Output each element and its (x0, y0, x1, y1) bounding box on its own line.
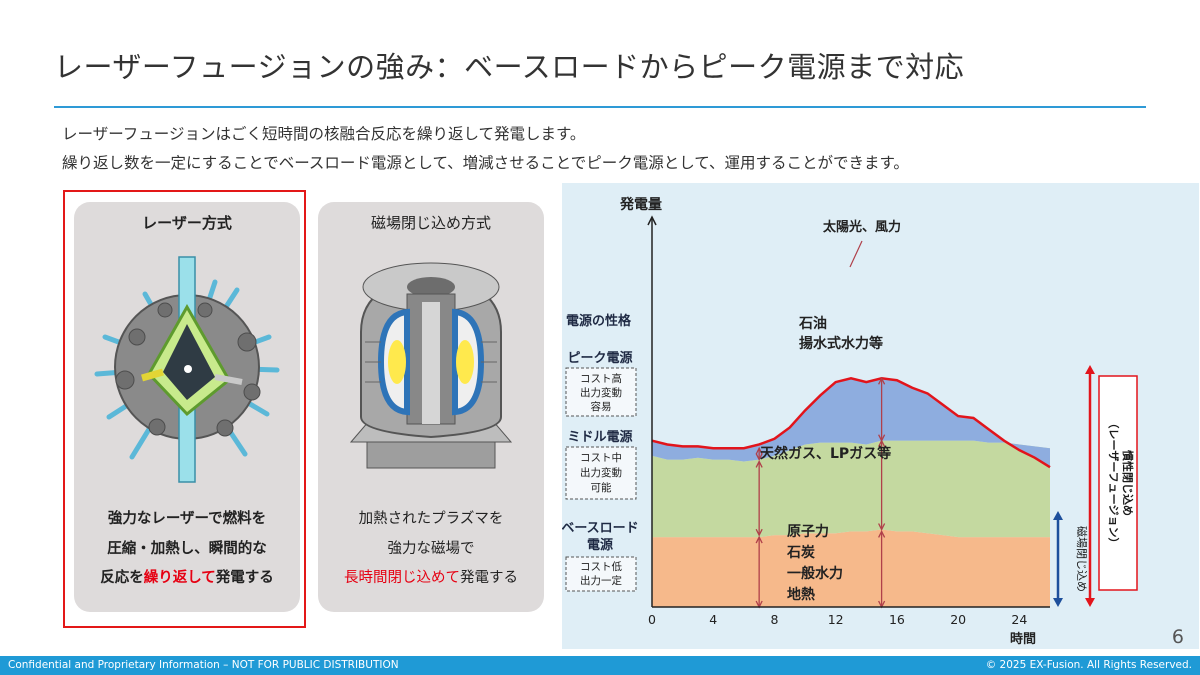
peak-span-arrow-7-head-bottom (755, 453, 763, 462)
middle-source-trait: 可能 (591, 481, 612, 494)
power-nature-header: 電源の性格 (566, 313, 632, 329)
laser-method-heading: レーザー方式 (142, 214, 232, 232)
middle-span-arrow-15-head-bottom (878, 523, 886, 531)
inertial-range-label: 慣性閉じ込め (1121, 449, 1135, 516)
base-source-label: 電源 (587, 537, 613, 553)
base-span-arrow-7-head-top (755, 535, 763, 544)
x-tick-label: 12 (828, 612, 844, 627)
base-source-trait: 出力一定 (580, 574, 622, 587)
middle-source-trait: コスト中 (580, 451, 622, 464)
base-source-trait: コスト低 (580, 560, 622, 573)
laser-method-description: 強力なレーザーで燃料を 圧縮・加熱し、瞬間的な 反応を繰り返して発電する (74, 505, 300, 594)
x-tick-label: 20 (950, 612, 966, 627)
middle-span-arrow-7-head-bottom (755, 528, 763, 537)
magnetic-range-arrow-head-bottom (1053, 598, 1063, 607)
laser-reactor-illustration (94, 256, 280, 483)
peak-series-label: 揚水式水力等 (799, 335, 883, 352)
inertial-range-arrow-head-bottom (1085, 598, 1095, 607)
footer-copyright: © 2025 EX-Fusion. All Rights Reserved. (985, 659, 1192, 671)
y-axis-arrowhead (647, 215, 657, 226)
base-series-label: 石炭 (786, 544, 815, 561)
middle-load-area (652, 440, 1050, 538)
laser-method-card: レーザー方式 強力なレーザーで燃料を 圧縮・加熱し、瞬間的な 反応を繰り返して発… (74, 202, 300, 612)
middle-source-label: ミドル電源 (567, 429, 632, 445)
middle-span-arrow-7-head-top (755, 460, 763, 468)
middle-source-trait: 出力変動 (580, 466, 622, 479)
base-series-label: 原子力 (787, 523, 829, 540)
footer-confidential: Confidential and Proprietary Information… (8, 659, 399, 671)
middle-series-label: 天然ガス、LPガス等 (760, 445, 891, 462)
peak-series-label: 石油 (798, 315, 827, 332)
magnetic-desc-line-3: 長時間閉じ込めて発電する (318, 564, 544, 594)
magnetic-range-arrow-head-top (1053, 511, 1063, 520)
magnetic-desc-line-2: 強力な磁場で (387, 540, 475, 557)
magnetic-desc-text-end: 発電する (460, 570, 518, 587)
x-tick-label: 4 (709, 612, 717, 627)
peak-span-arrow-7-head-top (755, 446, 763, 455)
x-tick-label: 0 (648, 612, 656, 627)
magnetic-method-description: 加熱されたプラズマを 強力な磁場で 長時間閉じ込めて発電する (318, 505, 544, 594)
x-axis-label: 時間 (1010, 631, 1036, 647)
peak-load-area (652, 378, 1050, 468)
load-curve-chart-panel: 発電量時間 0 4 8 12 16 20 24 太陽光、風力石油揚水式水力等天然ガス、LPガス等… (562, 183, 1199, 649)
tokamak-illustration (349, 262, 513, 469)
magnetic-method-card: 磁場閉じ込め方式 加熱されたプラズマを 強力な磁場で 長時間閉じ込めて発電する (318, 202, 544, 612)
base-series-label: 地熱 (787, 586, 815, 603)
x-tick-label: 16 (889, 612, 905, 627)
laser-desc-highlight: 繰り返して (143, 570, 216, 587)
peak-source-trait: 容易 (591, 400, 612, 413)
peak-span-arrow-15-head-top (878, 376, 886, 385)
page-number: 6 (1171, 626, 1184, 648)
peak-source-trait: コスト高 (580, 372, 622, 385)
magnetic-desc-line-1: 加熱されたプラズマを (358, 511, 504, 527)
slide-title: レーザーフュージョンの強み：ベースロードからピーク電源まで対応 (54, 50, 965, 84)
base-span-arrow-15-head-top (878, 529, 886, 538)
laser-desc-line-2: 圧縮・加熱し、瞬間的な (107, 540, 267, 557)
middle-source-traits-box (565, 446, 637, 500)
laser-desc-text: 反応を (100, 570, 144, 587)
base-series-label: 一般水力 (787, 565, 843, 582)
x-tick-label: 24 (1011, 612, 1027, 627)
magnetic-range-label: 磁場閉じ込め (1075, 526, 1088, 592)
base-source-traits-box (565, 556, 637, 592)
magnetic-method-heading: 磁場閉じ込め方式 (370, 214, 491, 232)
lead-text-line-1: レーザーフュージョンはごく短時間の核融合反応を繰り返して発電します。 (62, 125, 586, 143)
solar-wind-pointer (849, 240, 863, 268)
magnetic-desc-highlight: 長時間閉じ込めて (344, 570, 460, 587)
y-axis-label: 発電量 (619, 196, 662, 213)
x-tick-label: 8 (770, 612, 778, 627)
laser-desc-line-1: 強力なレーザーで燃料を (107, 511, 267, 527)
inertial-range-arrow-head-top (1085, 365, 1095, 374)
inertial-range-label: （レーザーフュージョン） (1107, 418, 1120, 549)
peak-source-traits-box (565, 367, 637, 417)
middle-span-arrow-15-head-top (878, 439, 886, 447)
peak-source-label: ピーク電源 (567, 350, 632, 366)
solar-wind-annotation: 太陽光、風力 (822, 219, 901, 235)
demand-curve (651, 377, 1051, 469)
inertial-range-box (1098, 375, 1138, 591)
peak-source-trait: 出力変動 (580, 386, 622, 399)
laser-card-highlight-frame (63, 190, 306, 628)
laser-desc-line-3: 反応を繰り返して発電する (74, 564, 300, 594)
footer-bar: Confidential and Proprietary Information… (0, 656, 1200, 675)
base-source-label: ベースロード (562, 521, 639, 536)
laser-desc-text-end: 発電する (215, 570, 274, 587)
lead-text-line-2: 繰り返し数を一定にすることでベースロード電源として、増減させることでピーク電源と… (62, 154, 909, 172)
title-divider (54, 106, 1146, 108)
base-load-area (652, 529, 1050, 607)
